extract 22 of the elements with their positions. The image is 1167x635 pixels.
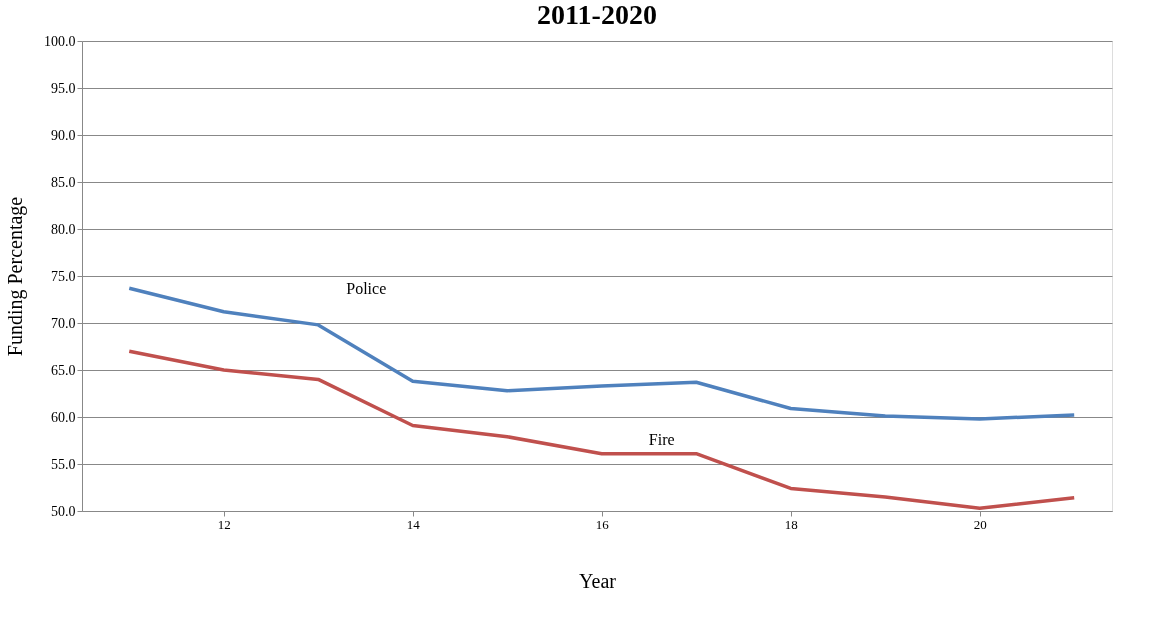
y-tick-label: 65.0 [51, 362, 76, 378]
y-axis-title: Funding Percentage [4, 196, 27, 357]
y-tick-label: 80.0 [51, 221, 76, 237]
y-tick-label: 55.0 [51, 456, 76, 472]
x-axis-title: Year [579, 569, 617, 592]
series-label: Fire [648, 430, 675, 448]
x-tick-label: 20 [973, 516, 987, 532]
x-tick-label: 16 [595, 516, 610, 532]
y-tick-label: 60.0 [51, 409, 76, 425]
x-tick-label: 14 [406, 516, 421, 532]
y-tick-label: 100.0 [44, 33, 76, 49]
y-tick-label: 75.0 [51, 268, 76, 284]
x-tick-label: 12 [217, 516, 231, 532]
y-tick-label: 85.0 [51, 174, 76, 190]
line-series [127, 349, 1076, 510]
y-tick-label: 50.0 [51, 503, 76, 519]
text: Police [346, 279, 387, 297]
y-tick-label: 95.0 [51, 80, 76, 96]
y-tick-label: 70.0 [51, 315, 76, 331]
chart-title: 2011-2020 [537, 0, 657, 30]
x-tick-label: 18 [784, 516, 798, 532]
y-tick-label: 90.0 [51, 127, 76, 143]
